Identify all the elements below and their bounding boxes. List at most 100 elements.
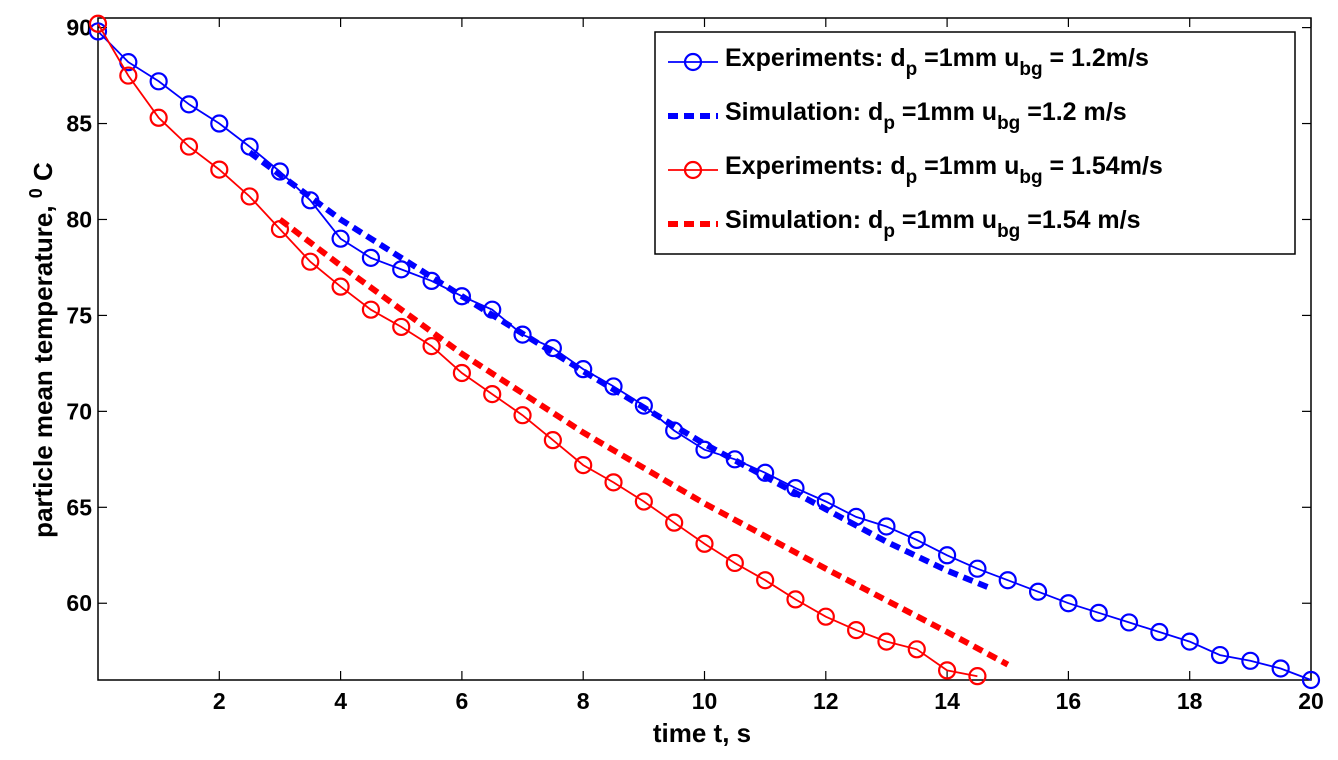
x-tick-label: 4 <box>334 688 347 714</box>
data-point <box>392 260 411 279</box>
data-point <box>786 590 805 609</box>
legend-label-part: Simulation: d <box>725 98 883 126</box>
data-point <box>361 248 381 267</box>
data-point <box>149 108 168 127</box>
legend-label-part: p <box>883 221 895 242</box>
data-point <box>1271 659 1290 678</box>
data-point <box>452 287 471 306</box>
data-point <box>361 300 381 319</box>
legend-label-part: =1mm u <box>917 152 1019 180</box>
legend-label-part: Simulation: d <box>725 206 883 234</box>
data-point <box>937 546 957 565</box>
data-point <box>1119 613 1139 632</box>
data-point <box>604 377 623 396</box>
legend-label-part: =1mm u <box>917 44 1019 72</box>
series-line <box>278 217 1010 668</box>
legend-entry: Simulation: dp =1mm ubg =1.2 m/s <box>668 98 1127 134</box>
data-point <box>331 229 350 248</box>
y-tick-label: 85 <box>66 111 92 137</box>
x-tick-label: 6 <box>456 688 469 714</box>
data-point <box>634 492 653 511</box>
data-point <box>331 277 350 296</box>
data-point <box>513 325 532 344</box>
svg-text:particle mean temperature,: particle mean temperature, 0 C <box>18 162 58 538</box>
data-point <box>270 162 290 181</box>
data-point <box>1059 594 1078 613</box>
data-point <box>725 553 744 573</box>
data-point <box>88 14 108 33</box>
legend-label-part: p <box>906 167 918 188</box>
legend-entry: Simulation: dp =1mm ubg =1.54 m/s <box>668 206 1141 242</box>
legend-label-part: =1.54 m/s <box>1020 206 1140 234</box>
legend-label-part: p <box>906 59 918 80</box>
x-tick-label: 18 <box>1177 688 1203 714</box>
data-point <box>877 632 896 651</box>
data-point <box>179 137 199 156</box>
legend-label: Simulation: dp =1mm ubg =1.54 m/s <box>725 206 1141 242</box>
data-point <box>422 337 441 356</box>
x-tick-label: 12 <box>813 688 839 714</box>
legend-entry: Experiments: dp =1mm ubg = 1.54m/s <box>668 152 1163 188</box>
legend-box <box>654 31 1296 255</box>
data-point <box>604 473 623 492</box>
legend-label: Simulation: dp =1mm ubg =1.2 m/s <box>725 98 1127 134</box>
y-tick-label: 90 <box>66 15 92 41</box>
x-axis: 2 4 6 8 10 12 14 16 18 20 <box>213 18 1324 714</box>
x-tick-label: 2 <box>213 688 226 714</box>
y-tick-label: 70 <box>66 398 92 424</box>
series-2 <box>88 14 987 686</box>
series-line <box>97 23 978 678</box>
y-axis-label-sup: 0 <box>26 188 46 198</box>
data-point <box>513 406 532 425</box>
legend-label-part: bg <box>1019 59 1042 80</box>
legend-label-part: =1.2 m/s <box>1020 98 1126 126</box>
data-point <box>695 534 714 553</box>
data-point <box>968 559 987 578</box>
x-tick-label: 14 <box>934 688 960 714</box>
y-tick-label: 65 <box>66 494 92 520</box>
data-point <box>816 607 835 626</box>
y-tick-label: 75 <box>66 302 92 328</box>
data-point <box>119 66 138 85</box>
legend-label-part: =1mm u <box>895 206 997 234</box>
y-axis-label-unit: C <box>28 162 58 181</box>
y-axis-label: particle mean temperature, 0 C <box>18 162 58 538</box>
data-point <box>756 571 775 590</box>
y-tick-label: 80 <box>66 206 92 232</box>
data-point <box>847 621 866 640</box>
series-line <box>97 30 1312 681</box>
legend-entry: Experiments: dp =1mm ubg = 1.2m/s <box>668 44 1149 80</box>
legend-label: Experiments: dp =1mm ubg = 1.54m/s <box>725 152 1163 188</box>
series-1 <box>247 149 991 591</box>
data-point <box>179 95 199 114</box>
data-point <box>149 72 168 91</box>
data-point <box>88 22 108 41</box>
y-axis: 60 65 70 75 80 85 90 <box>66 15 1311 616</box>
x-tick-label: 20 <box>1298 688 1324 714</box>
legend-label-part: bg <box>997 221 1020 242</box>
y-axis-label-text: particle mean temperature, <box>28 205 58 537</box>
data-point <box>1210 645 1230 665</box>
legend-label: Experiments: dp =1mm ubg = 1.2m/s <box>725 44 1149 80</box>
legend-label-part: =1mm u <box>895 98 997 126</box>
data-point <box>210 114 229 133</box>
series-line <box>247 149 991 591</box>
data-point <box>907 640 926 659</box>
x-tick-label: 8 <box>577 688 590 714</box>
data-point <box>665 513 684 532</box>
data-point <box>907 530 926 550</box>
data-point <box>543 431 562 450</box>
data-point <box>937 661 957 680</box>
data-point <box>998 571 1017 590</box>
data-point <box>1028 582 1048 601</box>
legend-label-part: Experiments: d <box>725 44 906 72</box>
x-tick-label: 10 <box>692 688 718 714</box>
data-point <box>877 517 896 536</box>
y-tick-label: 60 <box>66 590 92 616</box>
data-point <box>392 317 411 337</box>
x-tick-label: 16 <box>1056 688 1082 714</box>
legend-marker <box>683 160 703 180</box>
data-point <box>301 252 320 271</box>
legend-label-part: = 1.54m/s <box>1043 152 1163 180</box>
